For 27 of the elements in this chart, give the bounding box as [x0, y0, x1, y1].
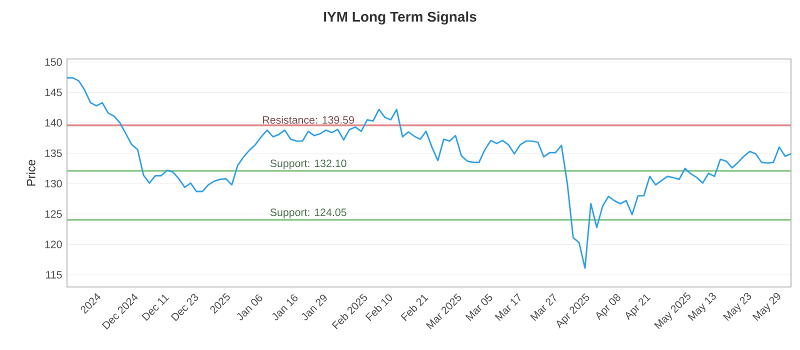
y-tick-label: 140: [45, 119, 62, 127]
y-tick-label: 115: [46, 271, 62, 279]
x-tick-label: Jan 16: [272, 294, 298, 320]
ref-line-label: Support: 124.05: [270, 208, 346, 218]
x-tick-label: Feb 21: [400, 294, 428, 322]
x-tick-label: Mar 05: [465, 294, 492, 321]
x-tick-label: Mar 17: [494, 293, 521, 321]
x-tick-label: Dec 23: [170, 294, 198, 322]
ref-line-label: Support: 132.10: [270, 160, 346, 170]
y-tick-label: 125: [45, 210, 62, 218]
y-axis-title: Price: [26, 160, 36, 186]
chart-title: IYM Long Term Signals: [324, 11, 476, 25]
line-series: [66, 77, 792, 269]
x-tick-label: Apr 21: [626, 294, 651, 320]
x-tick-label: Jan 06: [237, 294, 262, 320]
x-tick-label: Mar 27: [530, 293, 556, 321]
x-tick-label: Jan 29: [302, 294, 327, 320]
y-tick-label: 150: [45, 58, 62, 66]
y-tick-label: 145: [45, 88, 62, 96]
ref-line-label: Resistance: 139.59: [263, 116, 354, 124]
y-tick-label: 120: [45, 240, 62, 248]
y-tick-label: 135: [45, 149, 62, 158]
x-tick-label: May 23: [722, 292, 752, 321]
x-tick-label: Dec 11: [142, 294, 170, 321]
y-tick-label: 130: [45, 180, 62, 188]
x-tick-label: May 29: [752, 292, 780, 321]
x-tick-label: Apr 08: [596, 294, 620, 320]
